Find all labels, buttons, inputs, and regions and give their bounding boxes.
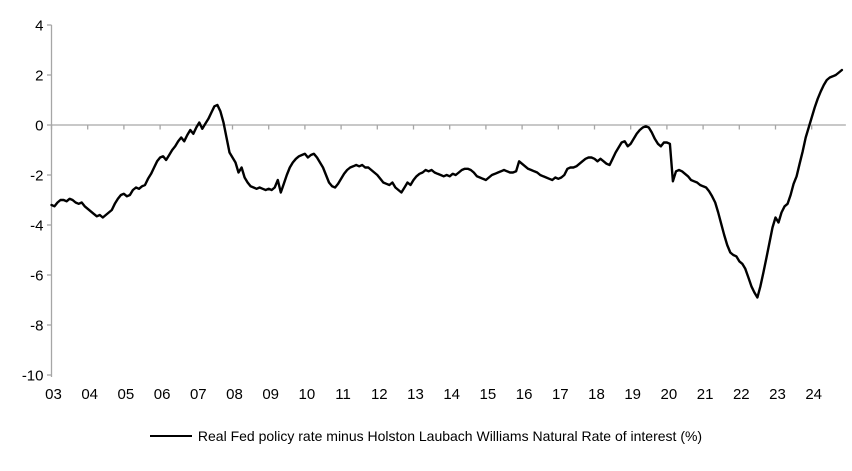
y-tick-label: 2	[35, 68, 43, 85]
x-tick-label: 05	[118, 386, 135, 403]
legend-line-sample	[149, 435, 192, 437]
x-tick-label: 13	[407, 386, 424, 403]
x-tick-label: 09	[262, 386, 279, 403]
y-tick-label: 0	[35, 118, 43, 135]
x-tick-label: 12	[371, 386, 388, 403]
x-tick-label: 23	[769, 386, 786, 403]
x-tick-label: 20	[661, 386, 678, 403]
legend-label: Real Fed policy rate minus Holston Lauba…	[197, 428, 703, 444]
x-tick-label: 07	[190, 386, 207, 403]
x-tick-label: 24	[805, 386, 822, 403]
x-tick-label: 06	[154, 386, 171, 403]
x-tick-label: 15	[480, 386, 497, 403]
x-tick-label: 18	[588, 386, 605, 403]
x-tick-label: 03	[45, 386, 62, 403]
x-tick-label: 10	[299, 386, 316, 403]
y-tick-label: 4	[35, 18, 43, 35]
x-tick-label: 08	[226, 386, 243, 403]
y-axis: 4 2 0 -2 -4 -6 -8 -10	[22, 18, 53, 385]
x-tick-label: 14	[443, 386, 460, 403]
x-tick-label: 19	[624, 386, 641, 403]
x-tick-label: 22	[733, 386, 750, 403]
chart-legend: Real Fed policy rate minus Holston Lauba…	[0, 428, 852, 444]
x-tick-label: 21	[697, 386, 714, 403]
x-tick-label: 11	[335, 386, 351, 403]
x-tick-label: 16	[516, 386, 533, 403]
x-axis: 03 04 05 06 07 08 09 10 11 12 13 14 15 16 17 18 19 20 21 22…	[45, 125, 822, 403]
y-tick-label: -10	[22, 368, 44, 385]
series-line	[50, 68, 844, 299]
y-tick-label: -6	[30, 268, 43, 285]
y-tick-label: -4	[30, 218, 43, 235]
y-tick-label: -8	[30, 318, 43, 335]
y-tick-label: -2	[30, 168, 43, 185]
x-tick-label: 04	[81, 386, 98, 403]
x-tick-label: 17	[552, 386, 569, 403]
